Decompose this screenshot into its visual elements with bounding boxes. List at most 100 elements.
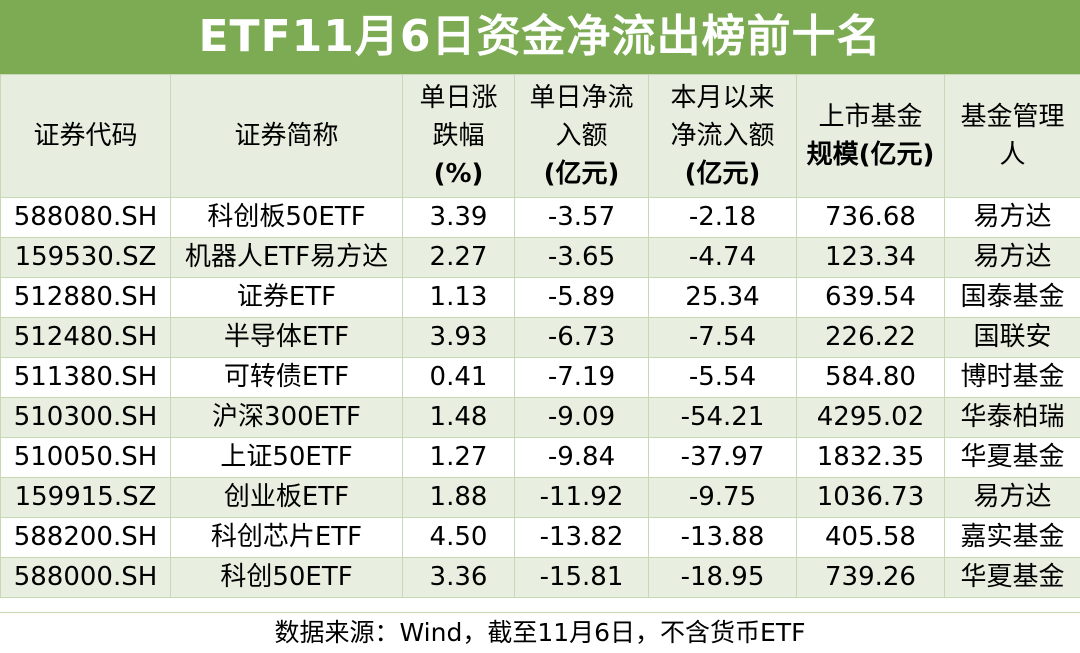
cell-manager: 易方达 — [945, 198, 1080, 238]
cell-month-net-flow: -2.18 — [649, 198, 797, 238]
cell-daily-change: 1.13 — [403, 278, 515, 318]
cell-month-net-flow: -4.74 — [649, 238, 797, 278]
cell-month-net-flow: -54.21 — [649, 398, 797, 438]
etf-table: 证券代码 证券简称 单日涨 跌幅 (%) 单日净流 入额 (亿元) 本月以来 净… — [0, 74, 1080, 598]
cell-fund-size: 1036.73 — [797, 478, 945, 518]
cell-fund-size: 639.54 — [797, 278, 945, 318]
header-fund-size: 上市基金 规模(亿元) — [797, 75, 945, 198]
cell-code: 510300.SH — [1, 398, 171, 438]
cell-code: 588080.SH — [1, 198, 171, 238]
cell-daily-net-flow: -15.81 — [515, 558, 649, 598]
header-name-line: 证券简称 — [234, 121, 338, 151]
cell-code: 588000.SH — [1, 558, 171, 598]
cell-month-net-flow: -5.54 — [649, 358, 797, 398]
cell-code: 512480.SH — [1, 318, 171, 358]
cell-name: 证券ETF — [171, 278, 403, 318]
header-daily-net-flow: 单日净流 入额 (亿元) — [515, 75, 649, 198]
cell-name: 沪深300ETF — [171, 398, 403, 438]
cell-code: 511380.SH — [1, 358, 171, 398]
cell-name: 可转债ETF — [171, 358, 403, 398]
header-manager: 基金管理 人 — [945, 75, 1080, 198]
cell-fund-size: 584.80 — [797, 358, 945, 398]
header-line: 跌幅 — [432, 121, 484, 151]
cell-manager: 嘉实基金 — [945, 518, 1080, 558]
header-line: 净流入额 — [670, 121, 774, 151]
cell-code: 512880.SH — [1, 278, 171, 318]
cell-daily-net-flow: -9.09 — [515, 398, 649, 438]
header-line: 单日涨 — [419, 83, 497, 113]
header-unit: (亿元) — [544, 159, 620, 189]
cell-manager: 华夏基金 — [945, 438, 1080, 478]
cell-daily-change: 0.41 — [403, 358, 515, 398]
cell-name: 科创50ETF — [171, 558, 403, 598]
cell-code: 159915.SZ — [1, 478, 171, 518]
cell-manager: 华泰柏瑞 — [945, 398, 1080, 438]
cell-fund-size: 4295.02 — [797, 398, 945, 438]
cell-code: 510050.SH — [1, 438, 171, 478]
cell-month-net-flow: -13.88 — [649, 518, 797, 558]
table-title: ETF11月6日资金净流出榜前十名 — [0, 0, 1080, 74]
header-name: 证券简称 — [171, 75, 403, 198]
cell-manager: 华夏基金 — [945, 558, 1080, 598]
header-code-line: 证券代码 — [33, 121, 137, 151]
source-note: 数据来源：Wind，截至11月6日，不含货币ETF — [0, 612, 1080, 653]
cell-name: 科创板50ETF — [171, 198, 403, 238]
cell-daily-change: 1.48 — [403, 398, 515, 438]
header-unit: (%) — [434, 159, 484, 189]
cell-name: 创业板ETF — [171, 478, 403, 518]
cell-daily-net-flow: -3.65 — [515, 238, 649, 278]
header-line: 规模(亿元) — [807, 140, 935, 170]
cell-fund-size: 736.68 — [797, 198, 945, 238]
cell-manager: 国联安 — [945, 318, 1080, 358]
cell-daily-change: 3.93 — [403, 318, 515, 358]
cell-manager: 易方达 — [945, 238, 1080, 278]
cell-daily-change: 1.27 — [403, 438, 515, 478]
table-header: 证券代码 证券简称 单日涨 跌幅 (%) 单日净流 入额 (亿元) 本月以来 净… — [1, 75, 1080, 198]
header-month-net-flow: 本月以来 净流入额 (亿元) — [649, 75, 797, 198]
cell-manager: 国泰基金 — [945, 278, 1080, 318]
cell-daily-net-flow: -7.19 — [515, 358, 649, 398]
header-daily-change: 单日涨 跌幅 (%) — [403, 75, 515, 198]
header-code: 证券代码 — [1, 75, 171, 198]
cell-daily-net-flow: -9.84 — [515, 438, 649, 478]
header-line: 基金管理 — [960, 102, 1064, 132]
cell-daily-net-flow: -5.89 — [515, 278, 649, 318]
cell-code: 159530.SZ — [1, 238, 171, 278]
cell-fund-size: 1832.35 — [797, 438, 945, 478]
cell-name: 半导体ETF — [171, 318, 403, 358]
header-line: 上市基金 — [818, 102, 922, 132]
cell-manager: 博时基金 — [945, 358, 1080, 398]
cell-fund-size: 226.22 — [797, 318, 945, 358]
cell-month-net-flow: -9.75 — [649, 478, 797, 518]
header-unit: (亿元) — [685, 159, 761, 189]
header-line: 人 — [999, 140, 1025, 170]
cell-fund-size: 405.58 — [797, 518, 945, 558]
cell-month-net-flow: -7.54 — [649, 318, 797, 358]
cell-daily-net-flow: -6.73 — [515, 318, 649, 358]
header-line: 本月以来 — [670, 83, 774, 113]
cell-daily-change: 1.88 — [403, 478, 515, 518]
cell-daily-change: 4.50 — [403, 518, 515, 558]
cell-fund-size: 739.26 — [797, 558, 945, 598]
cell-name: 机器人ETF易方达 — [171, 238, 403, 278]
cell-daily-change: 2.27 — [403, 238, 515, 278]
cell-daily-net-flow: -11.92 — [515, 478, 649, 518]
cell-name: 上证50ETF — [171, 438, 403, 478]
cell-month-net-flow: -37.97 — [649, 438, 797, 478]
header-row: 证券代码 证券简称 单日涨 跌幅 (%) 单日净流 入额 (亿元) 本月以来 净… — [1, 75, 1080, 198]
cell-month-net-flow: 25.34 — [649, 278, 797, 318]
cell-fund-size: 123.34 — [797, 238, 945, 278]
cell-daily-net-flow: -13.82 — [515, 518, 649, 558]
cell-name: 科创芯片ETF — [171, 518, 403, 558]
header-line: 单日净流 — [529, 83, 633, 113]
header-line: 入额 — [555, 121, 607, 151]
cell-code: 588200.SH — [1, 518, 171, 558]
cell-daily-net-flow: -3.57 — [515, 198, 649, 238]
